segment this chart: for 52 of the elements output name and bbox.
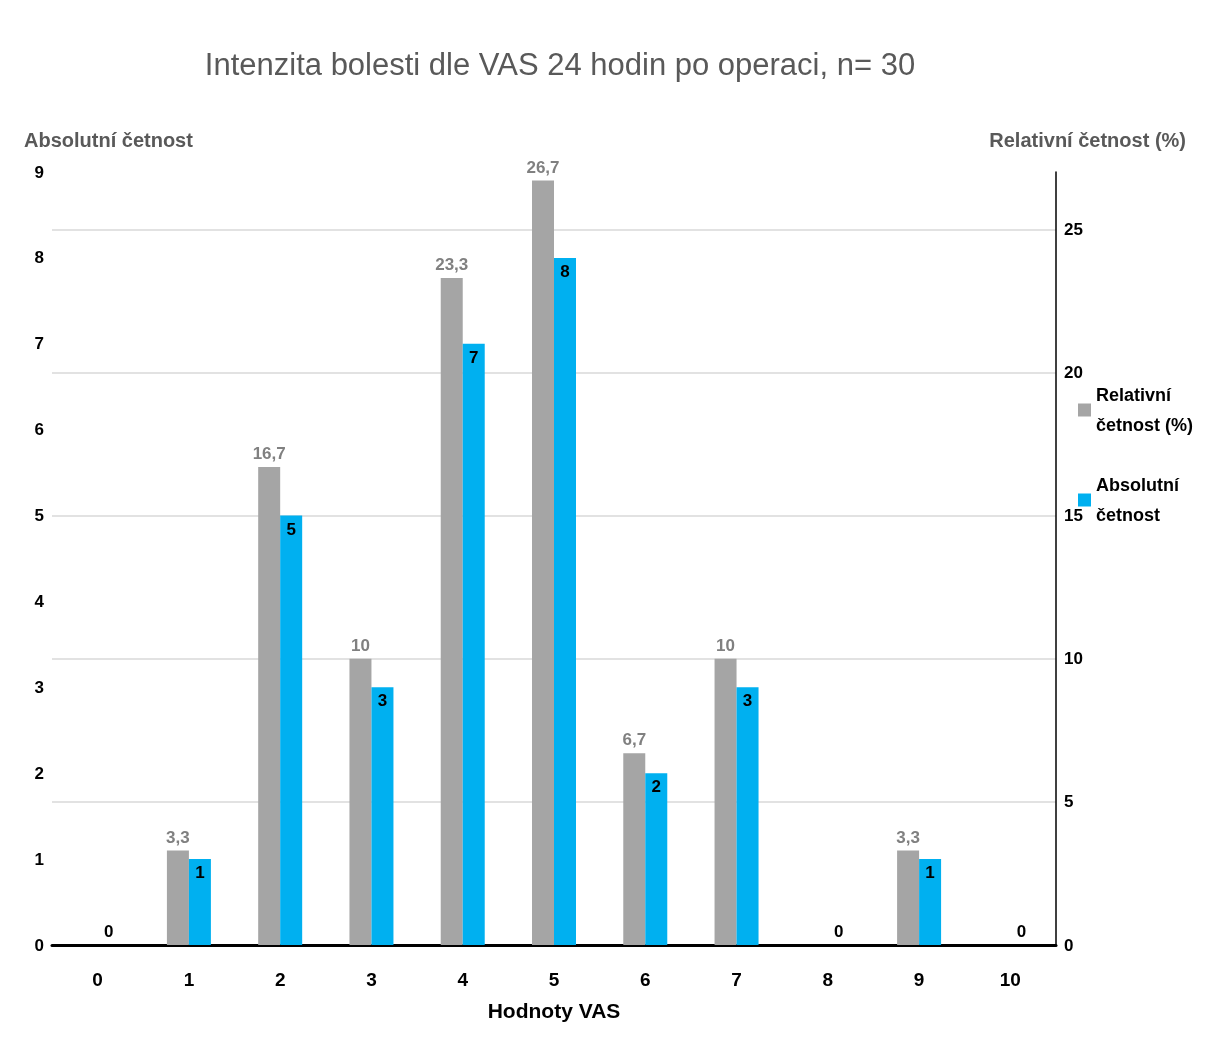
y2-tick-label: 5 [1064, 792, 1074, 812]
x-tick-label: 8 [822, 969, 834, 990]
data-label: 8 [560, 261, 570, 281]
y2-tick-label: 10 [1064, 649, 1083, 669]
data-label: 0 [1016, 922, 1027, 941]
data-label: 3 [377, 691, 388, 711]
y-tick-label: 7 [34, 334, 44, 354]
x-tick-label: 5 [548, 969, 560, 990]
data-label: 16,7 [252, 443, 286, 463]
data-label: 3,3 [896, 827, 920, 847]
y2-axis-title: Relativní četnost (%) [989, 129, 1186, 151]
y2-tick-label: 20 [1064, 362, 1083, 382]
data-label: 26,7 [526, 157, 560, 177]
y-axis-title: Absolutní četnost [24, 129, 194, 151]
x-tick-label: 10 [999, 969, 1021, 990]
x-tick-label: 0 [92, 969, 103, 990]
data-label: 3 [742, 691, 753, 711]
data-label: 0 [834, 922, 844, 941]
data-label: 10 [716, 635, 736, 655]
data-label: 1 [195, 863, 205, 883]
data-label: 6,7 [622, 730, 647, 750]
data-label: 2 [651, 777, 662, 797]
legend-label: Absolutní četnost [1096, 475, 1184, 525]
data-label: 5 [286, 519, 296, 539]
x-tick-label: 7 [731, 969, 742, 990]
x-tick-label: 2 [274, 969, 286, 990]
data-label: 23,3 [435, 254, 469, 274]
y-tick-label: 2 [34, 763, 44, 783]
x-tick-label: 9 [913, 969, 925, 990]
x-tick-label: 6 [639, 969, 651, 990]
y2-tick-label: 15 [1064, 506, 1083, 526]
y-tick-label: 1 [34, 849, 44, 869]
data-label: 1 [925, 863, 935, 883]
x-tick-label: 1 [183, 969, 195, 990]
x-axis-title: Hodnoty VAS [487, 999, 621, 1022]
y-tick-label: 4 [34, 591, 45, 611]
x-tick-label: 4 [457, 969, 469, 990]
data-label: 10 [350, 635, 370, 655]
y2-tick-label: 0 [1064, 935, 1074, 955]
y2-tick-label: 25 [1064, 219, 1083, 239]
legend-label: Relativní četnost (%) [1096, 385, 1194, 435]
data-label: 3,3 [166, 827, 190, 847]
y-tick-label: 0 [34, 935, 44, 955]
y-tick-label: 8 [34, 248, 44, 268]
data-label: 0 [103, 922, 114, 941]
y-tick-label: 3 [34, 677, 44, 697]
chart-title: Intenzita bolesti dle VAS 24 hodin po operaci, n= 30 [204, 47, 916, 82]
y-tick-label: 5 [34, 506, 44, 526]
x-tick-label: 3 [366, 969, 377, 990]
data-label: 7 [468, 347, 479, 367]
y-tick-label: 6 [34, 420, 44, 440]
y-tick-label: 9 [34, 162, 44, 182]
